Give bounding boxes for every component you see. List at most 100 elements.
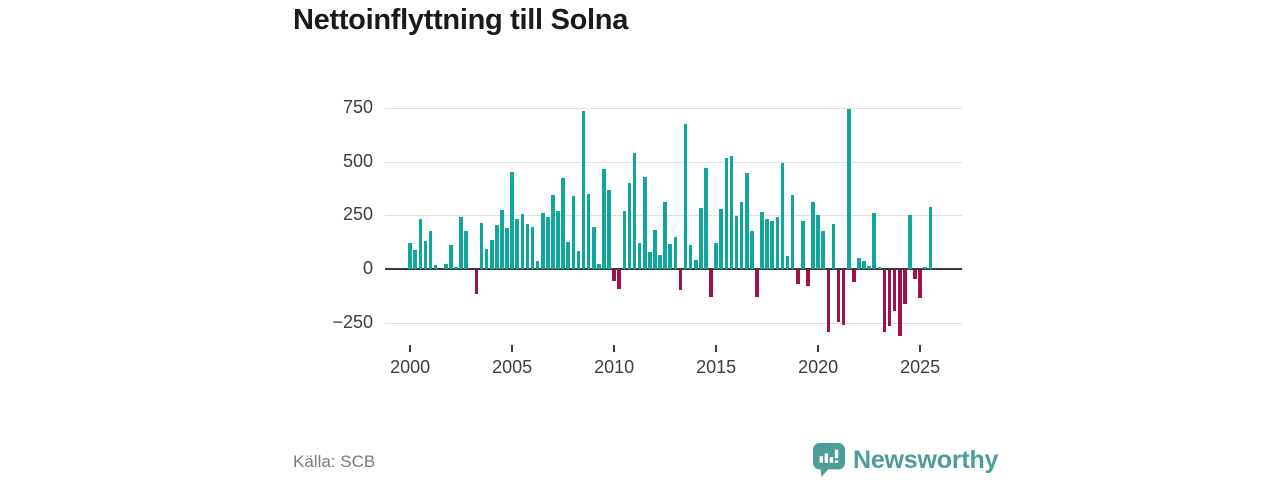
bar-2013-Q2 — [678, 270, 683, 291]
bar-2020-Q2 — [821, 231, 826, 269]
bar-2023-Q2 — [882, 270, 887, 333]
bar-2010-Q3 — [622, 211, 627, 269]
bar-2024-Q4 — [913, 270, 917, 279]
bar-2007-Q3 — [561, 177, 565, 269]
bar-2017-Q1 — [755, 270, 759, 297]
bar-2009-Q2 — [597, 263, 601, 269]
y-axis-tick-label: 500 — [342, 150, 373, 171]
bar-2013-Q3 — [683, 124, 688, 269]
bar-2002-Q3 — [459, 217, 463, 269]
bar-2014-Q1 — [693, 260, 698, 269]
bar-2025-Q2 — [923, 266, 928, 269]
bar-2007-Q4 — [566, 242, 571, 269]
bar-2010-Q1 — [612, 270, 616, 281]
bar-2004-Q1 — [489, 240, 494, 269]
bar-2008-Q3 — [581, 111, 586, 269]
bar-2024-Q3 — [908, 215, 912, 269]
bar-2015-Q3 — [724, 158, 729, 269]
bar-2004-Q2 — [495, 224, 499, 269]
x-axis-tick-label: 2010 — [594, 357, 635, 377]
bar-2011-Q3 — [642, 176, 647, 269]
bar-2012-Q2 — [658, 255, 662, 269]
bar-2022-Q1 — [857, 258, 861, 269]
x-axis-tick — [511, 345, 514, 352]
bar-2014-Q2 — [699, 207, 703, 269]
bar-2005-Q4 — [525, 223, 530, 269]
gridline — [385, 322, 962, 324]
bar-2016-Q1 — [734, 216, 739, 269]
x-axis-tick — [715, 345, 718, 352]
source-attribution: Källa: SCB — [293, 452, 376, 471]
bar-2017-Q3 — [765, 218, 769, 269]
bar-2011-Q2 — [637, 243, 642, 269]
bar-2009-Q1 — [591, 227, 596, 269]
bar-2005-Q3 — [520, 214, 525, 269]
bar-2022-Q4 — [872, 213, 877, 269]
bar-2009-Q4 — [607, 189, 611, 269]
bar-2022-Q3 — [867, 265, 871, 269]
bar-2012-Q4 — [668, 244, 673, 269]
bar-2024-Q2 — [903, 270, 907, 305]
y-axis-tick-label: −250 — [332, 311, 373, 332]
x-axis-tick — [409, 345, 412, 352]
bar-2020-Q3 — [826, 270, 831, 333]
bar-2012-Q1 — [653, 230, 657, 269]
x-axis-tick-label: 2025 — [900, 357, 941, 377]
bar-2023-Q1 — [877, 266, 882, 269]
bar-2016-Q2 — [739, 202, 744, 269]
bar-2001-Q4 — [444, 263, 448, 269]
chart-title: Nettoinflyttning till Solna — [293, 4, 629, 36]
newsworthy-logo-text: Newsworthy — [853, 445, 999, 474]
bar-2005-Q2 — [515, 218, 520, 269]
bar-2013-Q1 — [673, 236, 678, 269]
x-axis-tick — [613, 345, 616, 352]
x-axis-tick — [817, 345, 820, 352]
bar-2018-Q2 — [780, 162, 785, 269]
bar-2000-Q3 — [418, 218, 423, 269]
bar-2006-Q2 — [535, 261, 540, 269]
bar-2008-Q2 — [576, 250, 581, 269]
y-axis-tick-label: 0 — [362, 258, 373, 278]
bar-2023-Q4 — [892, 270, 897, 311]
bar-2019-Q4 — [811, 202, 815, 269]
bar-2015-Q2 — [719, 208, 724, 269]
bar-2019-Q3 — [806, 270, 810, 287]
bar-2007-Q1 — [551, 194, 555, 269]
bar-2018-Q4 — [790, 194, 795, 269]
bar-2007-Q2 — [556, 211, 560, 269]
bar-2023-Q3 — [887, 270, 892, 326]
bar-2018-Q3 — [785, 256, 790, 269]
bar-2003-Q3 — [479, 222, 484, 269]
bar-2016-Q4 — [750, 231, 754, 269]
bar-2020-Q1 — [816, 215, 820, 269]
bar-2008-Q4 — [586, 193, 591, 269]
bar-2019-Q2 — [801, 220, 805, 269]
bar-2009-Q3 — [602, 169, 606, 269]
bar-2005-Q1 — [510, 172, 514, 269]
bar-2014-Q3 — [704, 168, 708, 269]
bar-2003-Q4 — [484, 248, 489, 269]
bar-2019-Q1 — [795, 270, 800, 284]
bar-2013-Q4 — [688, 245, 693, 269]
x-axis-tick-label: 2000 — [390, 357, 431, 377]
newsworthy-logo: Newsworthy — [813, 443, 998, 477]
bar-2021-Q3 — [846, 108, 851, 269]
bar-2015-Q4 — [729, 156, 734, 269]
bar-2001-Q1 — [428, 231, 433, 269]
bar-2014-Q4 — [709, 270, 713, 297]
bar-2020-Q4 — [831, 223, 836, 269]
bar-chart-plot-area: 750 500 250 0 −250 2000 2005 2010 2015 2020 2025 — [332, 97, 962, 377]
bar-2018-Q1 — [775, 217, 780, 269]
bar-2016-Q3 — [744, 173, 749, 269]
bar-2000-Q4 — [423, 241, 428, 269]
gridline — [385, 107, 962, 109]
bar-2000-Q1 — [408, 243, 412, 269]
bar-2021-Q2 — [841, 270, 846, 325]
bar-2004-Q4 — [505, 228, 509, 269]
x-axis-zero-line — [385, 268, 962, 270]
bar-2021-Q4 — [852, 270, 856, 282]
bar-2025-Q1 — [918, 270, 922, 298]
bar-2000-Q2 — [413, 249, 418, 269]
y-axis-tick-label: 250 — [342, 204, 373, 225]
bar-2002-Q1 — [449, 245, 453, 269]
